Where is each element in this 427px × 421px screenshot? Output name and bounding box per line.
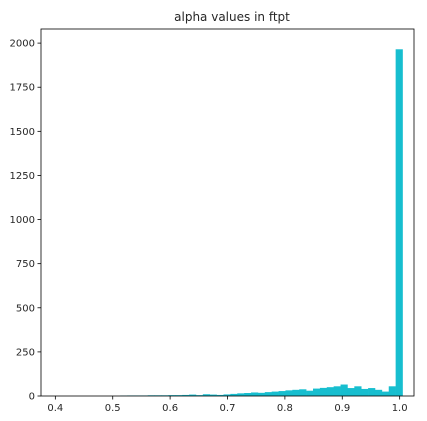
y-tick-label: 1250: [10, 171, 35, 182]
histogram-bar: [368, 388, 376, 396]
histogram-bar: [264, 392, 272, 396]
histogram-bar: [216, 394, 224, 396]
histogram-bar: [292, 389, 300, 396]
histogram-bar: [271, 391, 279, 396]
histogram-bar: [237, 393, 245, 396]
histogram-bar: [388, 386, 396, 396]
x-tick-label: 0.4: [47, 403, 63, 414]
histogram-bar: [175, 395, 183, 396]
y-tick-label: 500: [16, 303, 35, 314]
histogram-bar: [340, 384, 348, 396]
histogram-bar: [223, 394, 231, 396]
histogram-bar: [244, 393, 252, 396]
histogram-bar: [381, 391, 390, 396]
histogram-bar: [333, 386, 341, 396]
y-tick-label: 1750: [10, 83, 35, 94]
y-tick-label: 250: [16, 347, 35, 358]
x-tick-label: 0.9: [334, 403, 350, 414]
x-tick-label: 1.0: [392, 403, 408, 414]
histogram-bar: [374, 389, 383, 396]
histogram-bar: [347, 388, 355, 396]
histogram-bar: [251, 392, 259, 396]
y-tick-label: 750: [16, 259, 35, 270]
histogram-bar: [257, 392, 266, 396]
histogram-bar: [299, 389, 307, 396]
histogram-bar: [313, 388, 321, 396]
x-tick-label: 0.5: [105, 403, 121, 414]
histogram-bar: [168, 395, 176, 396]
y-tick-label: 0: [29, 392, 35, 403]
x-tick-label: 0.8: [277, 403, 293, 414]
y-tick-label: 1000: [10, 215, 35, 226]
x-tick-label: 0.7: [220, 403, 236, 414]
histogram-bar: [230, 393, 238, 396]
histogram-bar: [395, 49, 403, 396]
histogram-bar: [209, 394, 217, 396]
histogram-bar: [326, 387, 334, 396]
histogram-bar: [285, 390, 293, 396]
histogram-bar: [278, 391, 286, 396]
y-tick-label: 2000: [10, 39, 35, 50]
histogram-bar: [195, 395, 204, 396]
plot-frame: [40, 28, 415, 397]
y-axis: 0 250 500 750 1000 1250 1500 1750 2000: [10, 39, 41, 403]
x-axis: 0.4 0.5 0.6 0.7 0.8 0.9 1.0: [47, 396, 408, 414]
histogram-bar: [361, 388, 369, 396]
histogram-bar: [354, 386, 362, 396]
y-tick-label: 1500: [10, 127, 35, 138]
chart-title: alpha values in ftpt: [174, 10, 290, 24]
histogram-bar: [189, 394, 197, 396]
histogram-bar: [202, 394, 211, 396]
histogram-bar: [182, 394, 190, 396]
histogram-bar: [319, 387, 328, 396]
histogram-bar: [306, 390, 314, 396]
x-tick-label: 0.6: [162, 403, 178, 414]
bars-group: [120, 49, 403, 396]
